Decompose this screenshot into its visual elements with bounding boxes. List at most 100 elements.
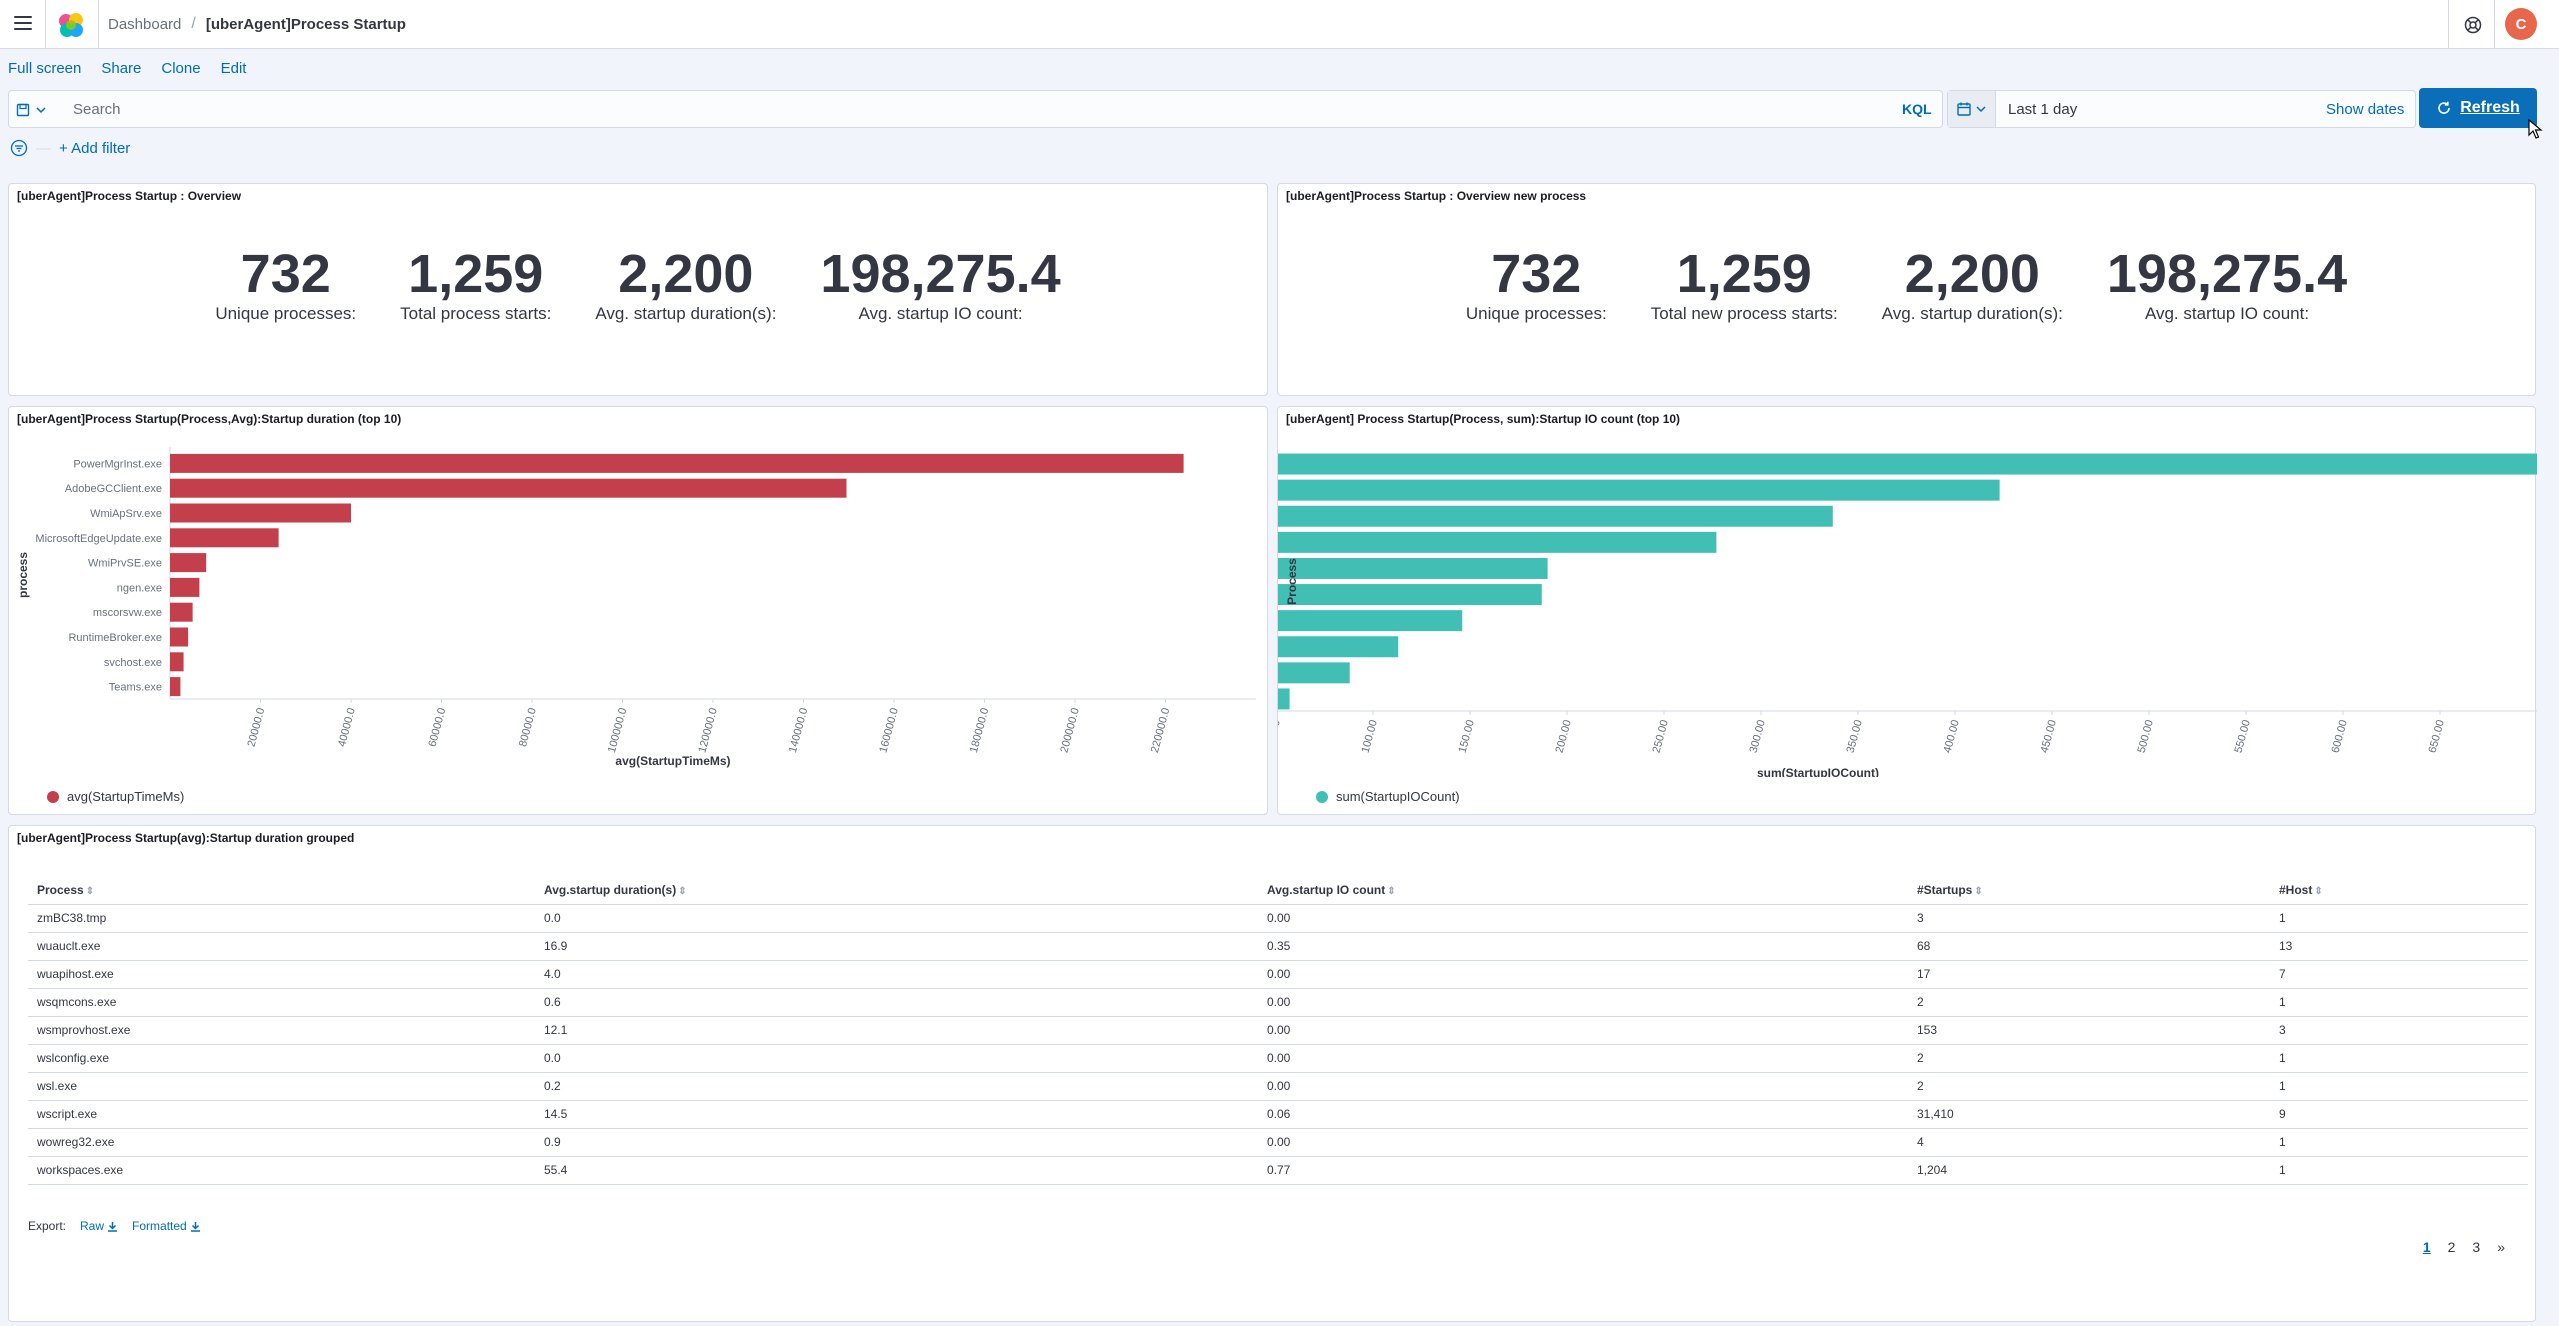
bar[interactable] [1278,505,1833,527]
page-link[interactable]: 2 [2447,1239,2456,1255]
bar[interactable] [1278,610,1463,632]
full-screen-link[interactable]: Full screen [8,60,82,77]
panel-title: [uberAgent]Process Startup : Overview [17,189,242,203]
column-header[interactable]: Process ⇕ [28,876,535,905]
bar[interactable] [1278,531,1717,553]
bar[interactable] [170,577,200,597]
clone-link[interactable]: Clone [161,60,201,77]
bar[interactable] [170,528,279,548]
x-tick-label: 350.00 [1845,719,1865,755]
table-cell: 1 [2270,1072,2528,1101]
table-cell: 0.0 [535,1044,1258,1073]
bar[interactable] [170,602,193,622]
table-cell: 0.0 [535,904,1258,933]
table-cell: 0.6 [535,988,1258,1017]
export-controls: Export: Raw Formatted [28,1219,201,1233]
bar[interactable] [1278,557,1548,579]
export-formatted-link[interactable]: Formatted [132,1219,201,1233]
table-row: wsqmcons.exe 0.6 0.00 2 1 [28,988,2528,1017]
add-filter-button[interactable]: + Add filter [59,139,131,157]
table-cell: wsl.exe [28,1072,535,1101]
bar[interactable] [170,553,207,573]
x-tick-label: 650.00 [2427,719,2447,755]
data-table: Process ⇕ Avg.startup duration(s) ⇕ Avg.st… [28,876,2528,1185]
legend-color-swatch [47,790,59,803]
table-cell: 0.00 [1258,1044,1908,1073]
refresh-button[interactable]: Refresh [2419,88,2537,128]
breadcrumb-dashboard[interactable]: Dashboard [108,15,182,33]
table-row: wuauclt.exe 16.9 0.35 68 13 [28,932,2528,961]
legend-label: avg(StartupTimeMs) [67,789,185,804]
bar[interactable] [1278,688,1290,710]
x-tick-label: 150.00 [1457,719,1477,755]
bar[interactable] [170,503,351,523]
sort-icon: ⇕ [1387,885,1396,897]
panel-title: [uberAgent]Process Startup(avg):Startup … [17,831,355,845]
user-avatar[interactable]: C [2505,8,2537,40]
table-cell: 2 [1908,1072,2270,1101]
share-link[interactable]: Share [101,60,142,77]
breadcrumb: Dashboard / [uberAgent]Process Startup [108,15,406,33]
bar[interactable] [1278,584,1542,606]
table-cell: 7 [2270,960,2528,989]
show-dates-link[interactable]: Show dates [2326,101,2405,118]
bar[interactable] [1278,662,1350,684]
table-row: wslconfig.exe 0.0 0.00 2 1 [28,1044,2528,1073]
header-divider [2448,0,2449,48]
kibana-logo-icon[interactable] [57,11,85,39]
table-cell: 0.77 [1258,1156,1908,1185]
export-raw-link[interactable]: Raw [80,1219,118,1233]
table-row: wsmprovhost.exe 12.1 0.00 153 3 [28,1016,2528,1045]
bar[interactable] [170,453,1184,473]
metric-value: 1,259 [1676,244,1812,304]
x-tick-label: 500.00 [2136,719,2156,755]
x-tick-label: 60000.0 [427,707,449,749]
x-tick-label: 120000.0 [696,707,719,754]
column-header[interactable]: Avg.startup duration(s) ⇕ [535,876,1258,905]
x-tick-label: 140000.0 [787,707,810,754]
chart-legend[interactable]: sum(StartupIOCount) [1316,789,1460,804]
table-cell: 0.2 [535,1072,1258,1101]
download-icon [190,1221,200,1232]
bar[interactable] [1278,479,2000,501]
search-input[interactable] [67,91,1887,127]
table-cell: 0.06 [1258,1100,1908,1129]
x-axis-title: sum(StartupIOCount) [1757,766,1879,777]
quick-select-button[interactable] [1948,91,1996,127]
next-page-link[interactable]: » [2497,1239,2505,1255]
page-link[interactable]: 1 [2422,1239,2431,1255]
metric: 732 Unique processes: [1466,244,1607,324]
bar[interactable] [170,677,181,697]
table-cell: 0.00 [1258,1016,1908,1045]
bar[interactable] [170,652,184,672]
bar[interactable] [1278,636,1399,658]
table-cell: 1 [2270,904,2528,933]
metric-label: Total new process starts: [1650,304,1838,323]
chart-legend[interactable]: avg(StartupTimeMs) [47,789,184,804]
page-link[interactable]: 3 [2472,1239,2481,1255]
bar[interactable] [170,478,847,498]
column-header[interactable]: Avg.startup IO count ⇕ [1258,876,1908,905]
help-icon[interactable] [2463,15,2483,35]
metric-value: 198,275.4 [820,244,1061,304]
metric-value: 732 [240,244,331,304]
table-cell: 9 [2270,1100,2528,1129]
saved-query-button[interactable] [15,100,61,120]
x-tick-label: 20000.0 [246,707,268,749]
x-tick-label: 180000.0 [968,707,991,754]
menu-icon[interactable] [14,16,32,30]
edit-link[interactable]: Edit [220,60,247,77]
query-language-button[interactable]: KQL [1902,101,1932,117]
metric-label: Avg. startup IO count: [858,304,1023,323]
bar[interactable] [170,627,189,647]
metric-label: Avg. startup duration(s): [1881,304,2063,323]
column-header[interactable]: #Startups ⇕ [1908,876,2270,905]
column-header[interactable]: #Host ⇕ [2270,876,2528,905]
breadcrumb-current: [uberAgent]Process Startup [205,15,406,33]
metric-value: 2,200 [1904,244,2040,304]
table-cell: 13 [2270,932,2528,961]
date-range-label[interactable]: Last 1 day [2008,101,2078,118]
saved-query-icon [16,103,30,117]
bar[interactable] [1278,453,2537,475]
filter-options-icon[interactable] [10,139,28,157]
